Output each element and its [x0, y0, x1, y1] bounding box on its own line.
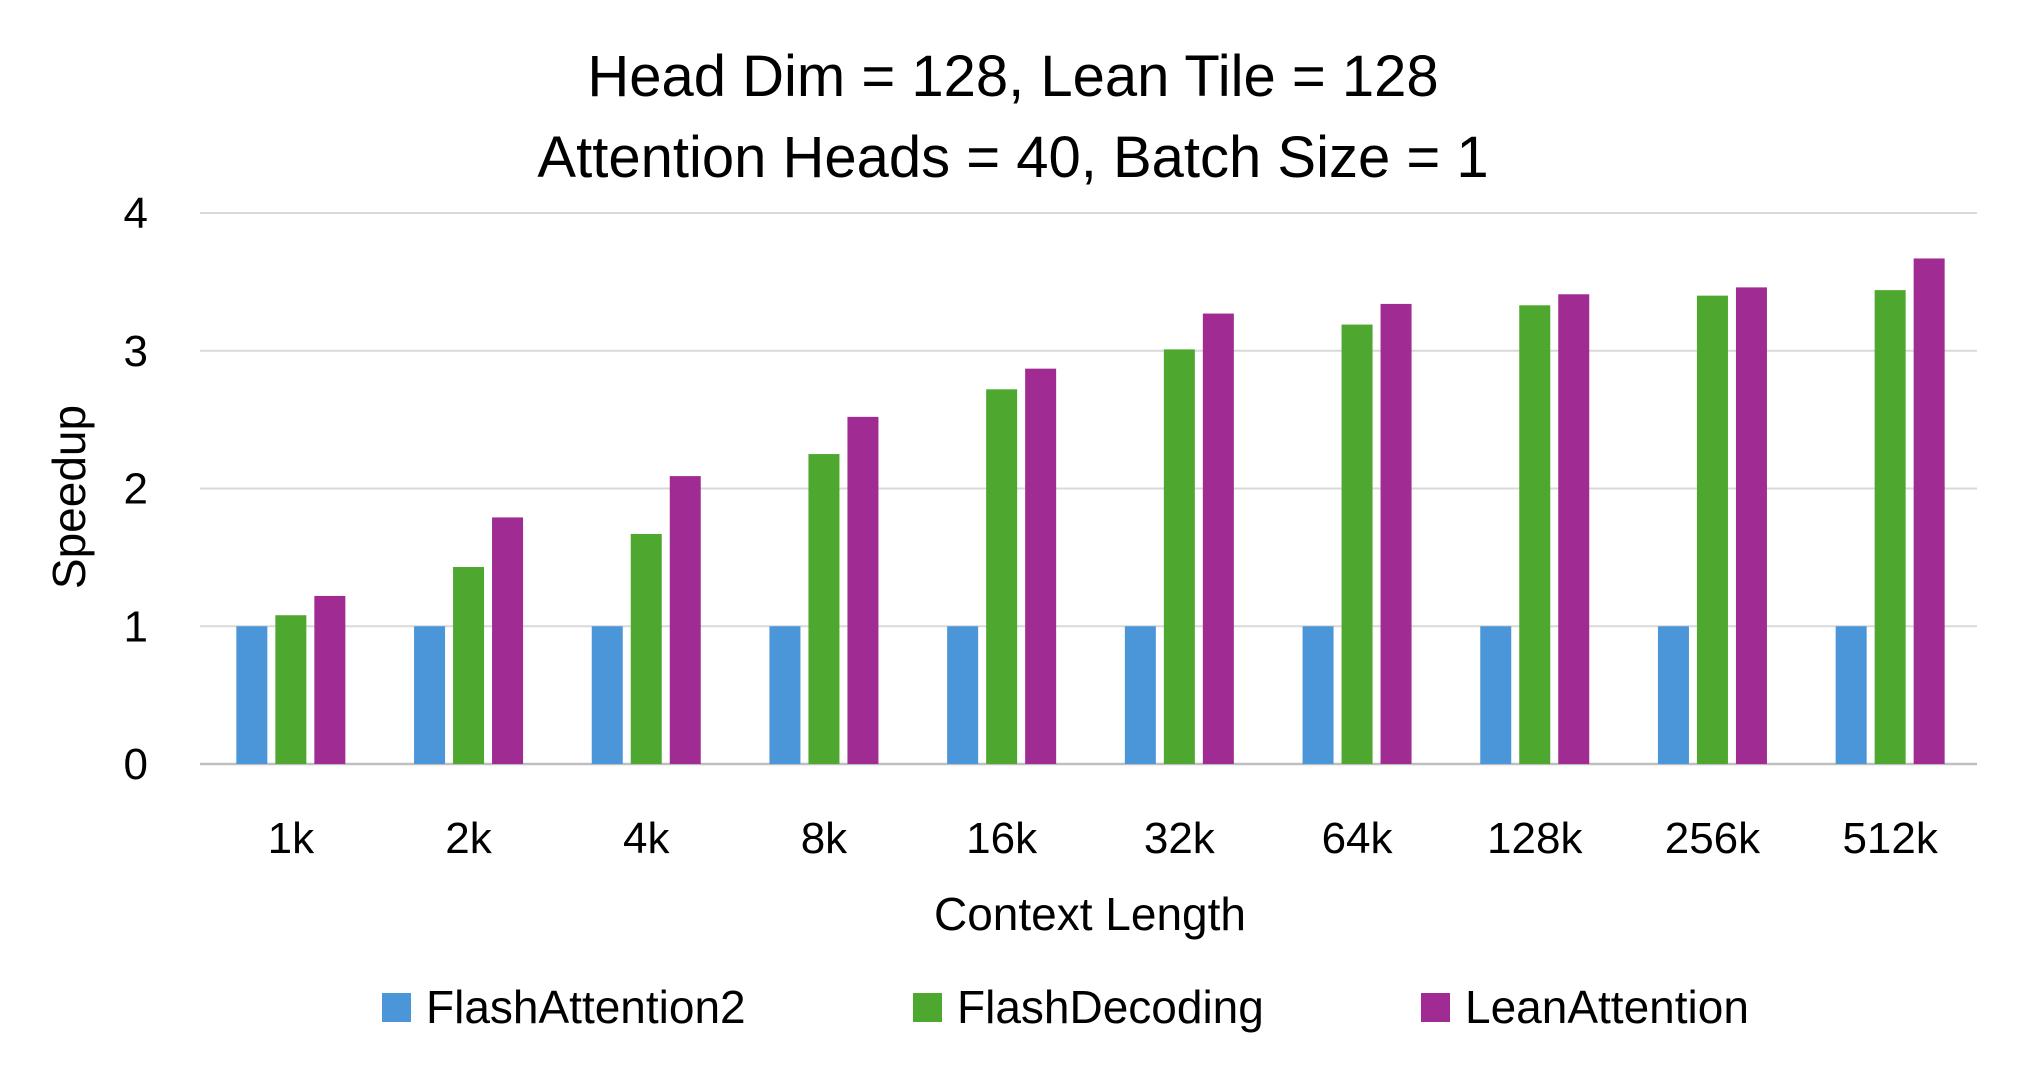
bar-FlashAttention2-512k	[1835, 626, 1867, 764]
bar-FlashAttention2-32k	[1124, 626, 1156, 764]
x-tick-label: 2k	[445, 814, 492, 863]
legend-item-FlashAttention2: FlashAttention2	[382, 981, 746, 1033]
y-tick-label: 0	[124, 740, 148, 789]
legend-item-FlashDecoding: FlashDecoding	[913, 981, 1264, 1033]
bar-LeanAttention-256k	[1735, 287, 1767, 764]
x-tick-label: 8k	[801, 814, 848, 863]
bar-LeanAttention-4k	[669, 476, 701, 764]
bar-FlashAttention2-128k	[1480, 626, 1512, 764]
bar-FlashDecoding-512k	[1874, 290, 1906, 764]
bar-LeanAttention-32k	[1202, 313, 1234, 764]
legend-swatch	[382, 993, 411, 1022]
y-tick-label: 3	[124, 327, 148, 376]
bar-FlashDecoding-256k	[1696, 295, 1728, 764]
legend-label: FlashDecoding	[957, 981, 1264, 1033]
y-tick-label: 1	[124, 602, 148, 651]
legend-swatch	[1421, 993, 1450, 1022]
y-axis-label: Speedup	[43, 405, 95, 589]
y-tick-label: 2	[124, 465, 148, 514]
x-tick-label: 64k	[1322, 814, 1394, 863]
bar-LeanAttention-1k	[314, 595, 346, 764]
bar-FlashDecoding-32k	[1163, 349, 1195, 764]
x-axis-ticks: 1k 2k 4k 8k 16k 32k 64k 128k 256k 512k	[268, 814, 1939, 863]
bar-FlashAttention2-256k	[1657, 626, 1689, 764]
bar-LeanAttention-64k	[1380, 303, 1412, 764]
bar-FlashDecoding-8k	[808, 454, 840, 764]
bar-LeanAttention-2k	[492, 517, 524, 764]
bar-FlashAttention2-16k	[947, 626, 979, 764]
x-tick-label: 32k	[1144, 814, 1216, 863]
bar-LeanAttention-128k	[1558, 294, 1590, 764]
y-tick-label: 4	[124, 189, 148, 238]
bar-FlashAttention2-64k	[1302, 626, 1334, 764]
bar-FlashDecoding-2k	[453, 567, 485, 764]
bar-FlashDecoding-16k	[986, 389, 1018, 764]
chart-title-line-1: Head Dim = 128, Lean Tile = 128	[587, 44, 1438, 109]
x-tick-label: 1k	[268, 814, 315, 863]
legend: FlashAttention2 FlashDecoding LeanAttentio…	[382, 981, 1749, 1033]
bar-FlashDecoding-4k	[630, 533, 662, 764]
x-tick-label: 256k	[1665, 814, 1761, 863]
bar-FlashDecoding-64k	[1341, 324, 1373, 764]
legend-label: FlashAttention2	[426, 981, 746, 1033]
x-axis-label: Context Length	[934, 888, 1246, 940]
x-tick-label: 512k	[1842, 814, 1938, 863]
y-axis-ticks: 0 1 2 3 4	[124, 189, 148, 789]
x-tick-label: 16k	[966, 814, 1038, 863]
chart-title-line-2: Attention Heads = 40, Batch Size = 1	[537, 125, 1488, 190]
bar-LeanAttention-8k	[847, 416, 879, 764]
legend-label: LeanAttention	[1465, 981, 1749, 1033]
legend-swatch	[913, 993, 942, 1022]
chart-title: Head Dim = 128, Lean Tile = 128 Attention…	[537, 44, 1488, 190]
bar-FlashDecoding-128k	[1519, 305, 1551, 764]
bar-FlashAttention2-4k	[591, 626, 623, 764]
bar-LeanAttention-16k	[1025, 368, 1057, 764]
bar-FlashDecoding-1k	[275, 615, 307, 764]
legend-item-LeanAttention: LeanAttention	[1421, 981, 1749, 1033]
bar-FlashAttention2-8k	[769, 626, 801, 764]
bars	[236, 258, 1945, 764]
x-tick-label: 4k	[623, 814, 670, 863]
bar-FlashAttention2-2k	[414, 626, 446, 764]
bar-FlashAttention2-1k	[236, 626, 268, 764]
x-tick-label: 128k	[1487, 814, 1583, 863]
bar-LeanAttention-512k	[1913, 258, 1945, 764]
